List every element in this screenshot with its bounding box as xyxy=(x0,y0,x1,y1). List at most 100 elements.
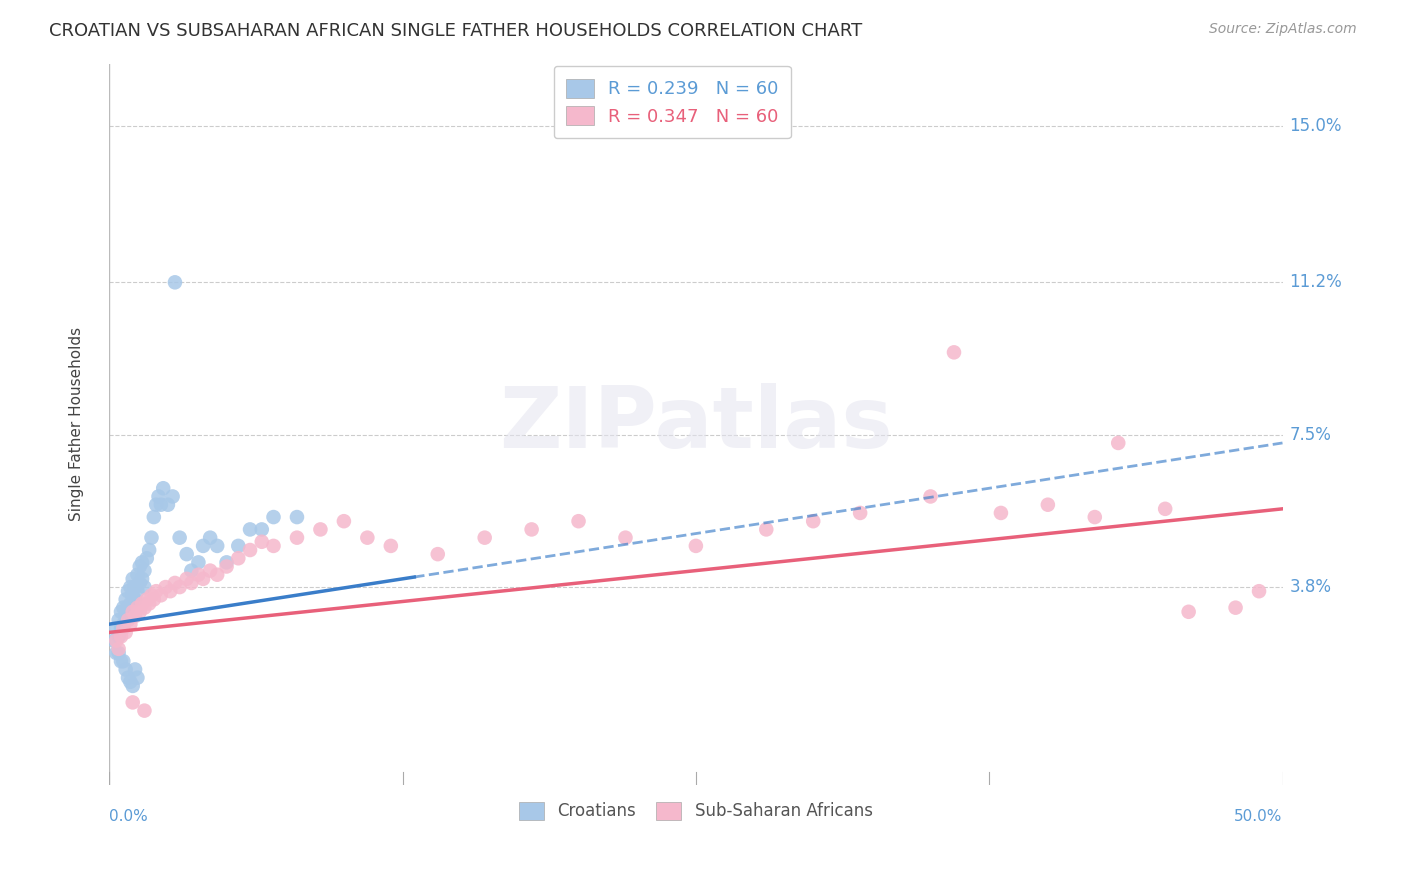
Point xyxy=(117,584,139,599)
Point xyxy=(380,539,402,553)
Text: 3.8%: 3.8% xyxy=(1289,578,1331,596)
Point xyxy=(163,276,186,290)
Text: ZIPatlas: ZIPatlas xyxy=(499,383,893,466)
Point xyxy=(155,580,177,594)
Point xyxy=(120,597,142,611)
Point xyxy=(1177,605,1199,619)
Point xyxy=(105,633,128,648)
Point xyxy=(426,547,449,561)
Point xyxy=(356,531,378,545)
Point xyxy=(121,679,143,693)
Point xyxy=(205,539,228,553)
Text: 15.0%: 15.0% xyxy=(1289,117,1343,135)
Point xyxy=(205,567,228,582)
Point xyxy=(135,551,157,566)
Point xyxy=(141,531,163,545)
Point xyxy=(239,523,262,537)
Point xyxy=(117,600,139,615)
Point xyxy=(121,588,143,602)
Text: 0.0%: 0.0% xyxy=(110,809,148,824)
Point xyxy=(309,523,332,537)
Point xyxy=(801,514,824,528)
Point xyxy=(148,490,170,504)
Point xyxy=(138,597,160,611)
Point xyxy=(250,534,273,549)
Text: Single Father Households: Single Father Households xyxy=(69,327,84,522)
Point xyxy=(121,605,143,619)
Point xyxy=(162,490,184,504)
Point xyxy=(191,539,214,553)
Point xyxy=(187,555,209,569)
Point xyxy=(1154,501,1177,516)
Point xyxy=(110,605,132,619)
Point xyxy=(520,523,543,537)
Point xyxy=(755,523,778,537)
Point xyxy=(127,567,149,582)
Point xyxy=(120,617,142,632)
Point xyxy=(152,481,174,495)
Point xyxy=(215,559,238,574)
Point xyxy=(121,695,143,709)
Point xyxy=(163,576,186,591)
Point xyxy=(103,633,125,648)
Point xyxy=(1036,498,1059,512)
Point xyxy=(169,531,191,545)
Point xyxy=(685,539,707,553)
Point xyxy=(112,654,135,668)
Point xyxy=(198,564,221,578)
Point xyxy=(114,608,136,623)
Point xyxy=(110,621,132,635)
Point xyxy=(134,580,156,594)
Point xyxy=(191,572,214,586)
Legend: Croatians, Sub-Saharan Africans: Croatians, Sub-Saharan Africans xyxy=(509,792,883,830)
Point xyxy=(215,555,238,569)
Point xyxy=(239,543,262,558)
Point xyxy=(124,592,146,607)
Text: CROATIAN VS SUBSAHARAN AFRICAN SINGLE FATHER HOUSEHOLDS CORRELATION CHART: CROATIAN VS SUBSAHARAN AFRICAN SINGLE FA… xyxy=(49,22,862,40)
Point xyxy=(114,625,136,640)
Point xyxy=(131,572,153,586)
Point xyxy=(112,600,135,615)
Point xyxy=(128,559,150,574)
Point xyxy=(107,641,129,656)
Point xyxy=(263,510,285,524)
Point xyxy=(920,490,942,504)
Point xyxy=(1247,584,1270,599)
Text: 50.0%: 50.0% xyxy=(1234,809,1282,824)
Point xyxy=(226,551,249,566)
Point xyxy=(176,572,198,586)
Point xyxy=(285,510,308,524)
Point xyxy=(134,564,156,578)
Point xyxy=(474,531,496,545)
Point xyxy=(107,613,129,627)
Point xyxy=(145,498,167,512)
Point xyxy=(124,580,146,594)
Text: 7.5%: 7.5% xyxy=(1289,425,1331,443)
Point xyxy=(149,588,172,602)
Point xyxy=(198,531,221,545)
Point xyxy=(149,498,172,512)
Point xyxy=(943,345,966,359)
Point xyxy=(120,674,142,689)
Point xyxy=(131,597,153,611)
Point xyxy=(127,600,149,615)
Point xyxy=(128,576,150,591)
Point xyxy=(127,584,149,599)
Point xyxy=(112,621,135,635)
Text: Source: ZipAtlas.com: Source: ZipAtlas.com xyxy=(1209,22,1357,37)
Point xyxy=(263,539,285,553)
Point xyxy=(120,580,142,594)
Point xyxy=(567,514,589,528)
Point xyxy=(134,704,156,718)
Point xyxy=(990,506,1012,520)
Point xyxy=(142,592,165,607)
Point xyxy=(117,671,139,685)
Point xyxy=(117,613,139,627)
Point xyxy=(1107,436,1129,450)
Point xyxy=(187,567,209,582)
Point xyxy=(226,539,249,553)
Point xyxy=(135,592,157,607)
Point xyxy=(176,547,198,561)
Point xyxy=(121,572,143,586)
Point xyxy=(128,605,150,619)
